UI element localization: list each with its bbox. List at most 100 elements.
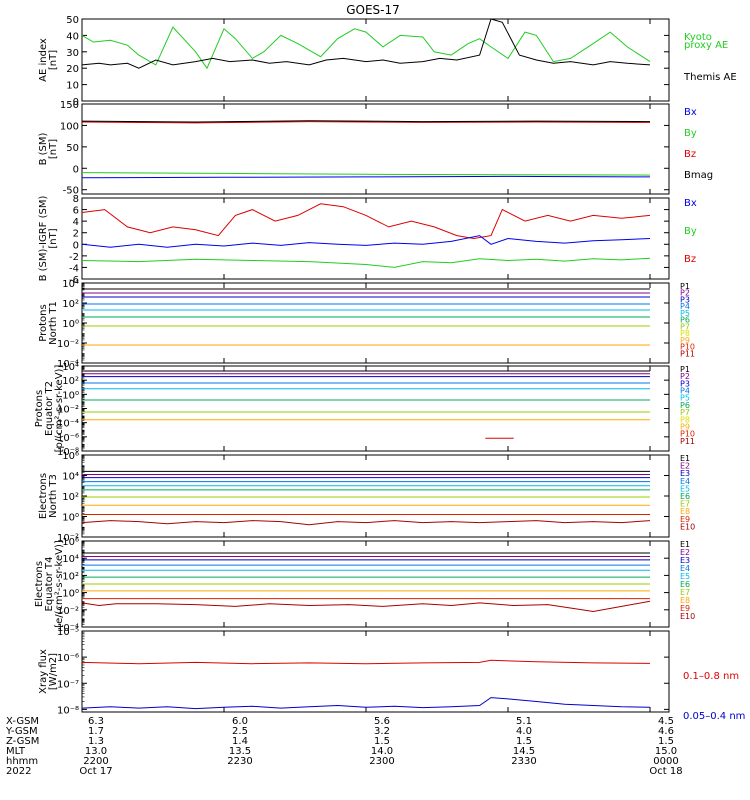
x-tick-value: 5.1	[516, 716, 532, 727]
legend-label: Bmag	[684, 170, 713, 181]
legend-label: Kyoto	[684, 32, 712, 43]
y-tick-label: 10⁴	[62, 279, 79, 290]
y-tick-label: 10⁰	[62, 390, 79, 401]
x-tick-value: 4.5	[658, 716, 674, 727]
y-tick-label: 10²	[62, 492, 79, 503]
x-tick-value: 15.0	[655, 746, 677, 757]
y-axis-label: B (SM)-IGRF (SM)	[38, 196, 49, 282]
y-axis-label: North T3	[48, 474, 59, 518]
panel-8: 10⁻⁸ 10⁻⁷ 10⁻⁶ 10⁻⁵ Xray flux [W/m2] 0.1–0.8 n…	[38, 627, 745, 722]
y-tick-label: 50	[66, 15, 79, 26]
y-tick-label: 6	[73, 206, 79, 217]
y-tick-label: 10⁰	[62, 319, 79, 330]
legend-label: P4	[680, 302, 690, 311]
series-line-0.05–0.4 nm	[81, 697, 651, 710]
legend-label: E5	[680, 484, 690, 493]
x-tick-value: 1.5	[658, 736, 674, 747]
y-tick-label: 40	[66, 31, 79, 42]
x-tick-value: 6.0	[232, 716, 248, 727]
legend-label: Themis AE	[683, 72, 737, 83]
legend-label: P2	[680, 372, 690, 381]
y-tick-label: 30	[66, 48, 79, 59]
y-tick-label: 2	[73, 229, 79, 240]
panel-4: 10⁻⁴ 10⁻² 10⁰ 10² 10⁴ Protons North T1 P1P2P3P4…	[38, 279, 695, 370]
y-axis-label: Electrons	[34, 561, 45, 607]
series-line-Kyoto proxy AE	[81, 26, 651, 70]
legend-label: P11	[680, 349, 695, 358]
legend-label: E2	[680, 462, 690, 471]
y-axis-label: [p/(cm²-s-sr-keV)]	[54, 365, 65, 453]
legend-label: P3	[680, 379, 690, 388]
x-axis-table: X-GSMY-GSMZ-GSMMLThhmm20226.31.71.313.02…	[5, 716, 683, 777]
y-tick-label: 4	[73, 217, 79, 228]
series-line-E10	[81, 600, 651, 613]
x-tick-value: 4.6	[658, 726, 674, 737]
x-tick-value: 2.5	[232, 726, 248, 737]
legend-label: P8	[680, 329, 690, 338]
panel-frame	[81, 365, 670, 452]
x-tick-value: 1.5	[374, 736, 390, 747]
legend-label: P3	[680, 295, 690, 304]
y-tick-label: 20	[66, 64, 79, 75]
legend-label: P10	[680, 343, 695, 352]
legend-label: P7	[680, 322, 690, 331]
series-line-Bz	[81, 121, 651, 124]
y-axis-label: Electrons	[38, 473, 49, 519]
legend-label: 0.05–0.4 nm	[683, 711, 745, 722]
y-axis-label: Protons	[38, 304, 49, 341]
legend-label: E7	[680, 588, 690, 597]
legend-label: E9	[680, 515, 690, 524]
y-tick-label: 0	[73, 240, 79, 251]
y-tick-label: 10⁶	[62, 451, 79, 462]
legend-label: E8	[680, 596, 690, 605]
y-axis-label: [W/m2]	[48, 653, 59, 690]
y-tick-label: -6	[69, 275, 79, 286]
y-axis-label: Equator T2	[44, 381, 55, 436]
legend-label: E3	[680, 469, 690, 478]
legend-label: E9	[680, 604, 690, 613]
x-tick-value: 0000	[653, 756, 678, 767]
legend-label: P5	[680, 394, 690, 403]
x-tick-value: 1.7	[88, 726, 104, 737]
legend-label: E1	[680, 454, 690, 463]
x-tick-value: 2330	[511, 756, 536, 767]
legend-label: E4	[680, 477, 690, 486]
y-tick-label: 100	[60, 121, 79, 132]
x-tick-value: Oct 18	[649, 766, 682, 777]
y-tick-label: -4	[69, 263, 79, 274]
legend-label: P6	[680, 401, 690, 410]
y-tick-label: 10⁰	[62, 513, 79, 524]
legend-label: E5	[680, 572, 690, 581]
series-line-Bmag	[81, 120, 651, 123]
legend-label: P7	[680, 408, 690, 417]
legend-label: P11	[680, 437, 695, 446]
x-tick-value: 2200	[83, 756, 108, 767]
y-tick-label: 50	[66, 143, 79, 154]
x-tick-value: 1.5	[516, 736, 532, 747]
x-tick-value: 3.2	[374, 726, 390, 737]
legend-label: P1	[680, 282, 690, 291]
panel-frame	[81, 103, 670, 195]
series-line-Bx	[81, 235, 651, 248]
legend-label: 0.1–0.8 nm	[683, 671, 739, 682]
legend-label: proxy AE	[684, 40, 728, 51]
y-tick-label: 0	[73, 97, 79, 108]
y-tick-label: 10⁻²	[57, 339, 79, 350]
x-tick-value: 4.0	[516, 726, 532, 737]
y-axis-label: [nT]	[48, 139, 59, 159]
legend-label: P5	[680, 309, 690, 318]
legend-label: P9	[680, 336, 690, 345]
legend-label: P10	[680, 430, 695, 439]
y-tick-label: 10⁻⁶	[57, 653, 79, 664]
y-axis-label: North T1	[48, 301, 59, 345]
y-tick-label: 10⁴	[62, 472, 79, 483]
y-tick-label: 10²	[62, 571, 79, 582]
y-tick-label: 10	[66, 81, 79, 92]
x-tick-value: 13.5	[229, 746, 251, 757]
legend-label: P4	[680, 387, 690, 396]
panel-frame	[81, 630, 670, 713]
legend-label: E3	[680, 556, 690, 565]
y-tick-label: 10⁻⁶	[57, 433, 79, 444]
